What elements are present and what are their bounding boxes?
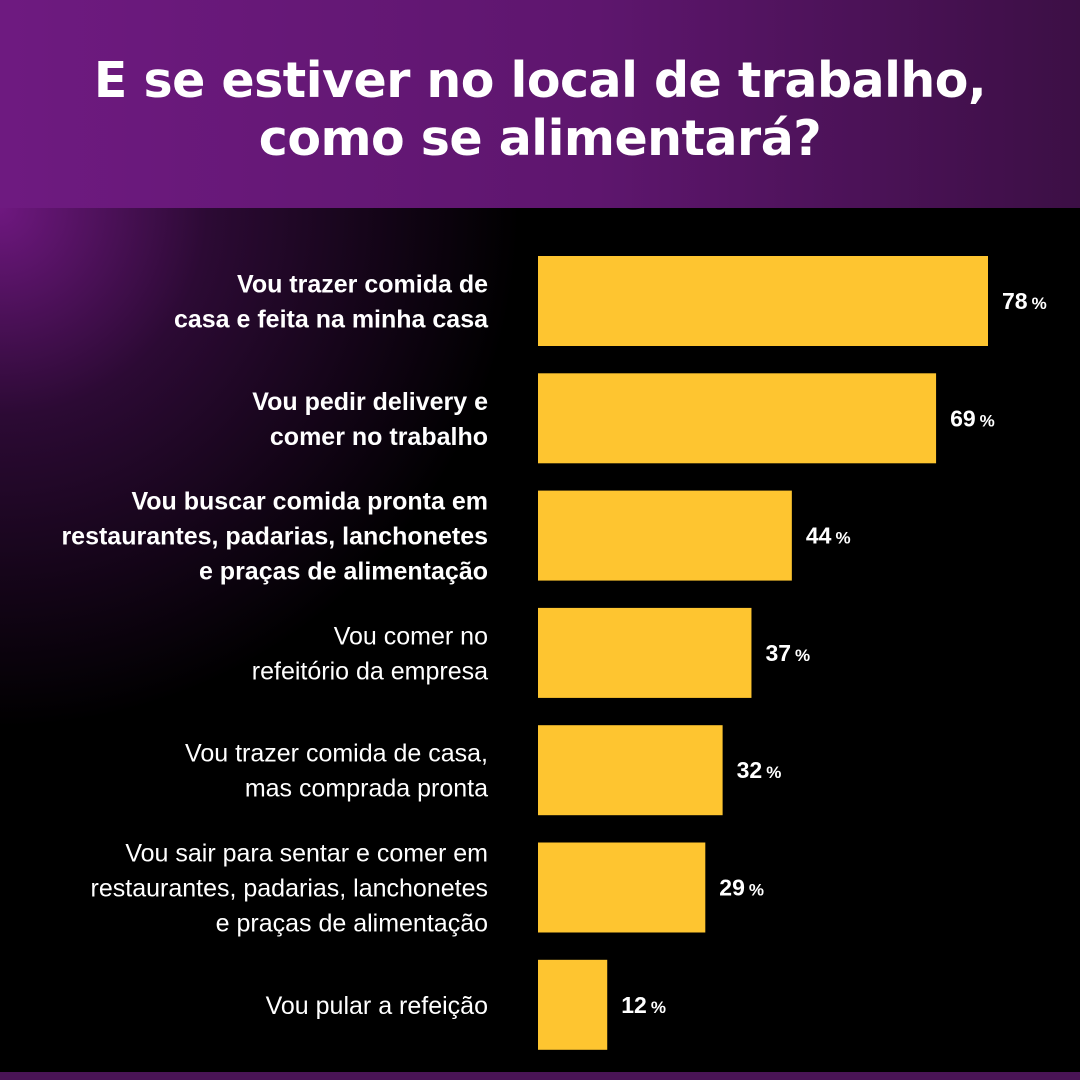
category-label-2: Vou pedir delivery e comer no trabalho xyxy=(252,388,488,451)
title-line-2: como se alimentará? xyxy=(258,110,822,167)
bar-2 xyxy=(538,373,937,464)
header-banner: E se estiver no local de trabalho, como … xyxy=(0,0,1080,208)
category-label-5: Vou trazer comida de casa, mas comprada p… xyxy=(185,740,488,803)
page-title: E se estiver no local de trabalho, como … xyxy=(0,52,1080,168)
bar-1 xyxy=(538,256,988,346)
category-label-7: Vou pular a refeição xyxy=(266,992,488,1020)
bar-4 xyxy=(538,607,752,698)
bar-5 xyxy=(538,725,723,816)
chart-panel: 78% Vou trazer comida de casa e feita na m… xyxy=(0,208,1080,1072)
category-label-1: Vou trazer comida de casa e feita na minh… xyxy=(174,271,489,334)
bar-7 xyxy=(538,959,608,1050)
bar-3 xyxy=(538,490,792,581)
category-label-6: Vou sair para sentar e comer em restauran… xyxy=(91,840,488,938)
value-label-2: 69% xyxy=(950,405,995,431)
value-label-5: 32% xyxy=(737,757,782,783)
category-label-3: Vou buscar comida pronta em restaurantes,… xyxy=(61,488,488,586)
bar-chart: 78 % Vou trazer comida de casa e feita na m… xyxy=(61,256,1047,1050)
value-label-1: 78% xyxy=(1002,288,1047,314)
value-label-7: 12% xyxy=(621,992,666,1018)
category-label-4: Vou comer no refeitório da empresa xyxy=(252,622,488,685)
bar-6 xyxy=(538,842,706,933)
value-label-6: 29% xyxy=(719,875,764,901)
title-line-1: E se estiver no local de trabalho, xyxy=(93,52,987,109)
value-label-3: 44% xyxy=(806,523,851,549)
bottom-strip xyxy=(0,1072,1080,1080)
value-label-4: 37% xyxy=(765,640,810,666)
